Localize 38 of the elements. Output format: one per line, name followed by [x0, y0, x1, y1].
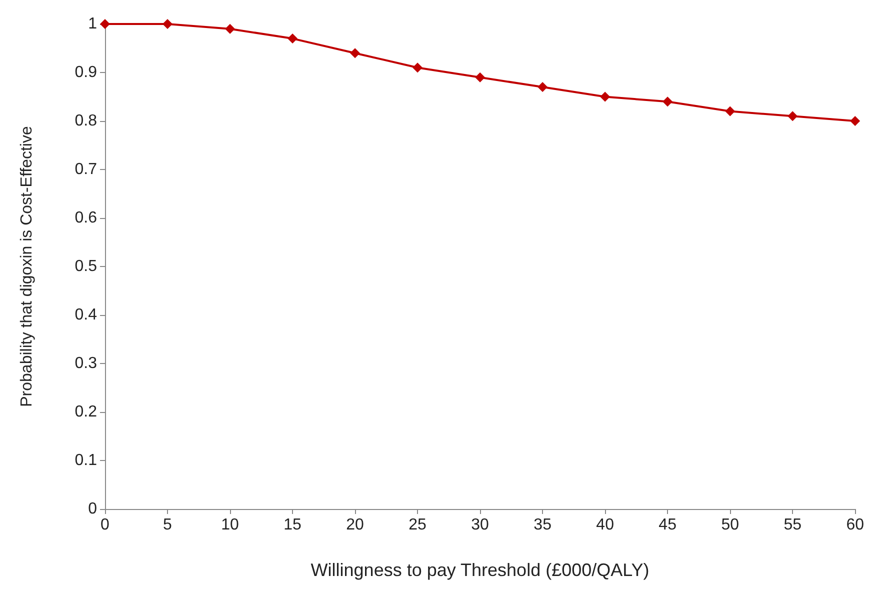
x-tick-label: 5 [163, 516, 172, 534]
point [725, 106, 736, 116]
y-tick-label: 1 [88, 16, 98, 32]
x-axis-title: Willingness to pay Threshold (£000/QALY) [310, 560, 650, 580]
point [162, 19, 173, 29]
y-tick-label: 0.7 [74, 161, 98, 178]
x-tick-label: 50 [721, 516, 740, 534]
x-tick-label: 25 [408, 516, 427, 534]
point [475, 72, 486, 82]
y-tick-label: 0.8 [74, 112, 98, 130]
x-tick-label: 45 [658, 516, 677, 534]
point [288, 34, 298, 44]
x-tick-label: 30 [471, 516, 490, 534]
y-tick-label: 0.6 [74, 210, 98, 226]
x-tick-label: 55 [784, 516, 802, 534]
point [412, 62, 423, 73]
y-axis-title: Probability that digoxin is Cost-Effective [18, 126, 36, 407]
x-tick-label: 20 [346, 516, 364, 534]
y-tick-label: 0.2 [74, 404, 98, 420]
y-tick-label: 0 [88, 500, 98, 518]
y-tick-label: 0.3 [74, 355, 98, 372]
x-tick-label: 60 [846, 516, 864, 534]
point [662, 96, 673, 107]
y-tick-label: 0.9 [74, 64, 98, 81]
x-tick-label: 35 [534, 516, 552, 534]
x-tick-label: 10 [221, 516, 240, 534]
point [350, 48, 360, 58]
y-tick-label: 0.1 [74, 452, 98, 469]
point [850, 116, 860, 126]
x-tick-label: 40 [596, 516, 614, 534]
point [538, 82, 548, 92]
x-tick-label: 15 [284, 516, 302, 534]
y-tick-label: 0.4 [74, 306, 98, 324]
y-tick-label: 0.5 [74, 258, 98, 275]
point [600, 92, 610, 102]
point [788, 111, 798, 122]
x-tick-label: 0 [100, 516, 110, 534]
point [225, 24, 236, 34]
